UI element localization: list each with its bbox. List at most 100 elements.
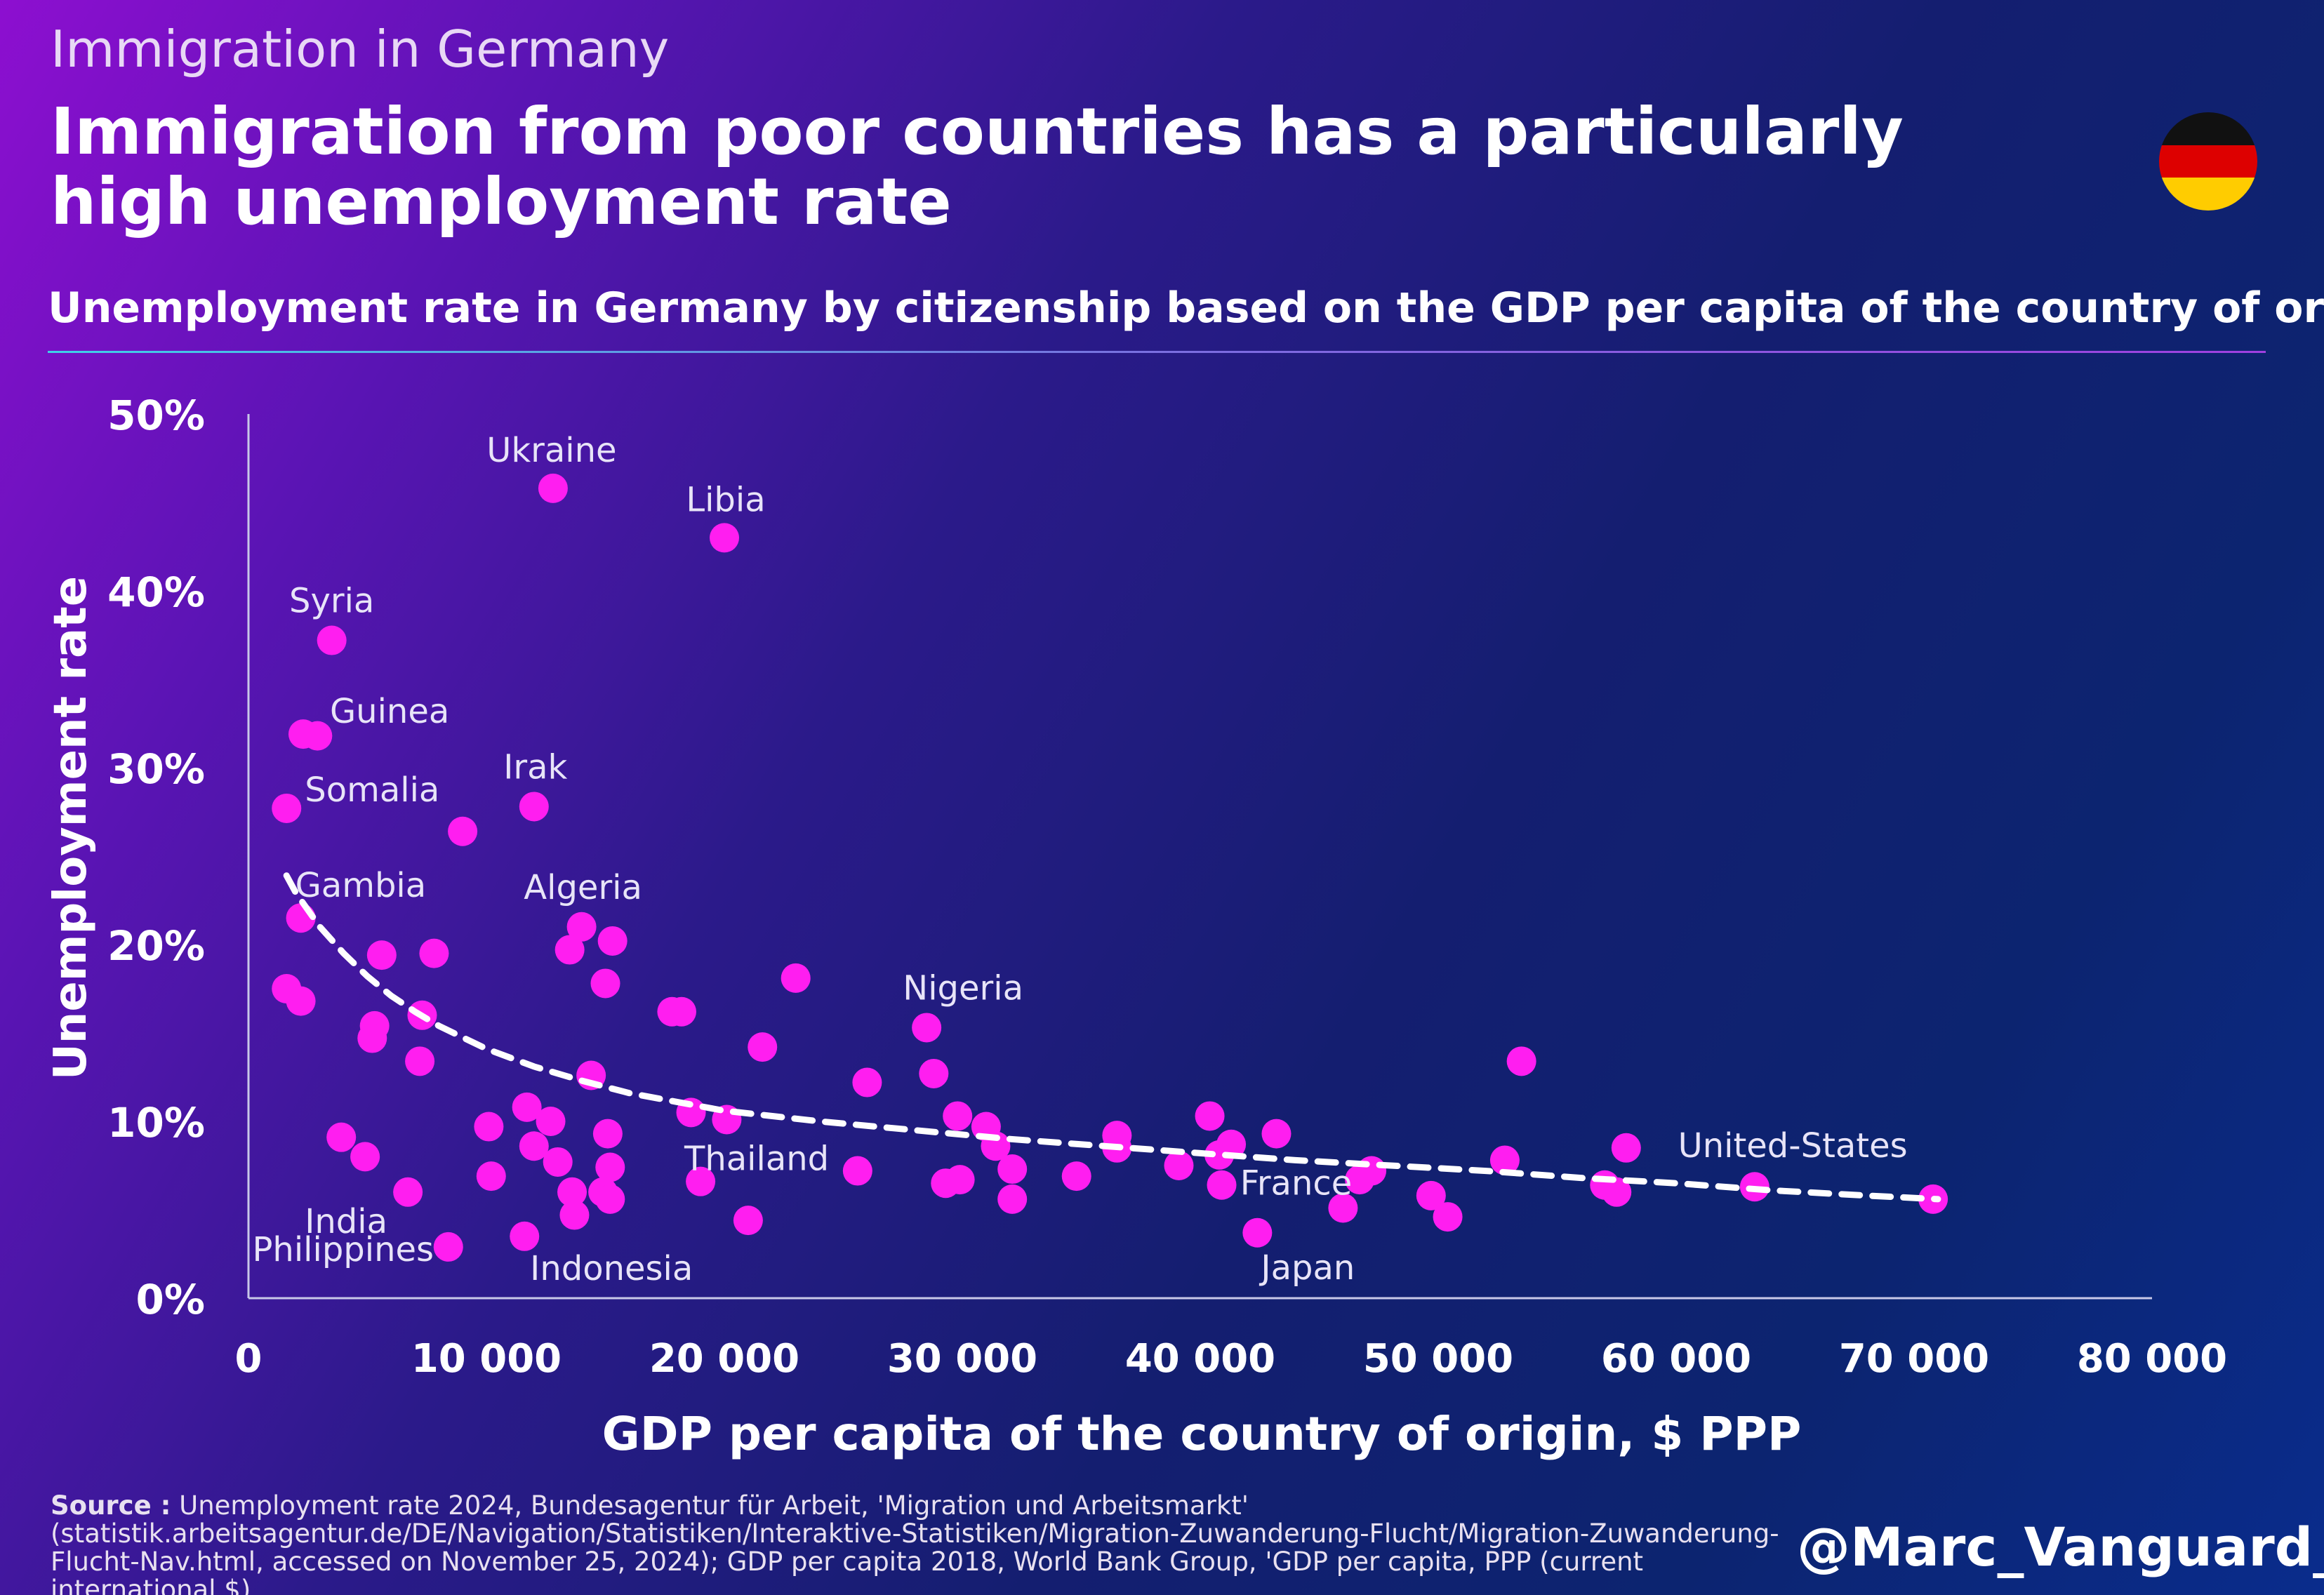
scatter-point (1602, 1177, 1632, 1207)
scatter-point (357, 1023, 387, 1053)
scatter-point (557, 1177, 587, 1207)
scatter-point (781, 963, 811, 993)
point-label: Libia (686, 480, 765, 519)
y-tick-label: 10% (107, 1099, 205, 1147)
scatter-point (592, 1119, 623, 1149)
source-label: Source : (51, 1490, 171, 1521)
x-tick-label: 40 000 (1125, 1336, 1275, 1382)
trend-line (283, 872, 1941, 1203)
x-tick-label: 10 000 (411, 1336, 562, 1382)
point-label: Somalia (305, 770, 439, 810)
scatter-point (1195, 1101, 1225, 1131)
scatter-point (710, 523, 739, 553)
scatter-point (931, 1168, 961, 1199)
scatter-point (474, 1112, 504, 1142)
scatter-point (476, 1161, 506, 1192)
scatter-point (393, 1177, 423, 1207)
x-tick-label: 80 000 (2077, 1336, 2227, 1382)
chart-subtitle: Unemployment rate in Germany by citizens… (48, 283, 2324, 333)
scatter-point (1328, 1193, 1358, 1223)
scatter-point (597, 926, 628, 956)
author-handle: @Marc_Vanguard_i (1797, 1516, 2324, 1578)
scatter-point (595, 1184, 625, 1214)
scatter-point (538, 473, 568, 503)
scatter-point (317, 625, 347, 655)
scatter-point (590, 968, 620, 999)
point-label: Syria (289, 582, 374, 621)
scatter-point (433, 1232, 463, 1262)
scatter-point (842, 1156, 872, 1186)
point-label: India (305, 1202, 387, 1241)
scatter-point (1433, 1202, 1463, 1232)
point-label: United-States (1678, 1126, 1908, 1166)
point-label: Irak (503, 747, 567, 787)
scatter-point (1611, 1133, 1641, 1163)
scatter-point (997, 1154, 1028, 1184)
x-tick-label: 60 000 (1601, 1336, 1751, 1382)
scatter-point (686, 1166, 716, 1196)
scatter-point (748, 1032, 778, 1062)
scatter-point (666, 996, 696, 1027)
scatter-point (543, 1147, 573, 1177)
point-label: Algeria (524, 868, 642, 907)
x-tick-label: 20 000 (649, 1336, 799, 1382)
scatter-point (536, 1107, 566, 1136)
scatter-point (326, 1122, 357, 1152)
scatter-point (997, 1184, 1028, 1214)
scatter-point (286, 986, 316, 1016)
x-axis-title: GDP per capita of the country of origin,… (602, 1407, 1802, 1461)
scatter-point (1261, 1119, 1292, 1149)
scatter-point (1416, 1180, 1446, 1210)
scatter-point (733, 1206, 763, 1236)
flag-band-red (2159, 145, 2257, 178)
x-tick-label: 70 000 (1839, 1336, 1989, 1382)
scatter-point (1204, 1140, 1235, 1170)
x-tick-label: 50 000 (1363, 1336, 1513, 1382)
point-label: Japan (1259, 1248, 1355, 1288)
kicker: Immigration in Germany (51, 20, 670, 79)
scatter-point (595, 1152, 625, 1182)
scatter-point (519, 792, 549, 822)
y-axis-title: Unemployment rate (45, 576, 97, 1080)
scatter-point (448, 816, 478, 846)
point-label: Ukraine (486, 431, 616, 470)
y-tick-label: 40% (107, 568, 205, 616)
scatter-point (419, 938, 449, 968)
scatter-point (559, 1200, 590, 1230)
point-label: Gambia (296, 866, 427, 905)
source-text: Unemployment rate 2024, Bundesagentur fü… (51, 1490, 1779, 1595)
scatter-point (1242, 1217, 1273, 1248)
scatter-point (852, 1067, 882, 1097)
point-label: Indonesia (530, 1249, 693, 1288)
scatter-point (272, 793, 302, 823)
page-title: Immigration from poor countries has a pa… (51, 94, 1904, 239)
scatter-point (1489, 1145, 1520, 1175)
scatter-point (919, 1058, 949, 1088)
scatter-point (943, 1101, 973, 1131)
divider (48, 351, 2266, 353)
scatter-point (512, 1092, 542, 1122)
point-label: Nigeria (903, 968, 1023, 1008)
source-note: Source : Unemployment rate 2024, Bundesa… (51, 1492, 1791, 1595)
y-tick-label: 50% (107, 392, 205, 439)
y-tick-label: 0% (136, 1276, 205, 1323)
scatter-point (405, 1046, 435, 1076)
scatter-point (510, 1221, 540, 1251)
y-tick-label: 20% (107, 922, 205, 970)
point-label: Guinea (330, 692, 449, 731)
scatter-point (1345, 1165, 1375, 1195)
scatter-point (303, 721, 333, 751)
scatter-point (912, 1013, 942, 1043)
x-tick-label: 30 000 (887, 1336, 1037, 1382)
x-tick-label: 0 (235, 1336, 263, 1382)
scatter-point (555, 935, 585, 965)
scatter-point (1207, 1170, 1237, 1200)
scatter-point (350, 1142, 380, 1172)
point-label: Philippines (252, 1230, 434, 1269)
scatter-point (366, 940, 397, 970)
scatter-point (1164, 1151, 1194, 1180)
point-label: Thailand (684, 1140, 829, 1179)
scatter-point (519, 1131, 549, 1161)
